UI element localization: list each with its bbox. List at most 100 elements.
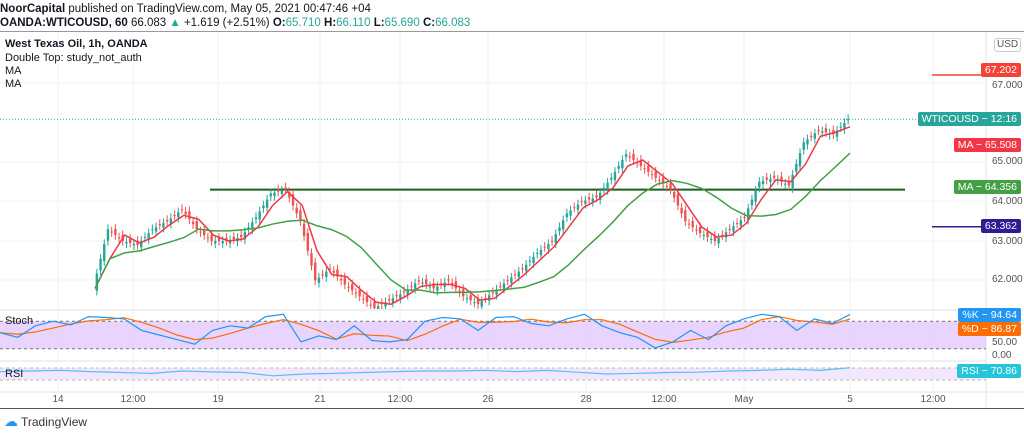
blue-level-tag: 63.362	[980, 219, 1021, 233]
time-tick: 19	[212, 394, 224, 405]
candle-body	[117, 237, 121, 239]
symbol: OANDA:WTICOUSD, 60	[0, 17, 128, 29]
candle-body	[365, 296, 369, 303]
candle-body	[254, 217, 258, 220]
candle-body	[598, 192, 602, 200]
candle-body	[835, 130, 839, 137]
candle-body	[273, 192, 276, 196]
stoch-d-line	[0, 315, 851, 343]
candle-body	[177, 212, 180, 218]
candle-body	[417, 280, 421, 282]
candle-body	[373, 302, 376, 309]
candle-body	[839, 126, 842, 128]
candle-body	[554, 234, 557, 244]
candle-body	[321, 274, 324, 276]
time-tick: 12:00	[651, 394, 677, 405]
candle-body	[569, 210, 572, 216]
price-tick: 62.000	[992, 274, 1023, 285]
candle-body	[291, 194, 295, 206]
candle-body	[591, 198, 594, 202]
change: +1.619 (+2.51%)	[183, 17, 270, 29]
candle-body	[673, 192, 676, 198]
candle-body	[391, 298, 395, 303]
candle-body	[165, 220, 169, 222]
time-tick: 14	[52, 394, 64, 405]
candle-body	[813, 133, 817, 139]
rsi-line	[0, 367, 851, 377]
rsi-band	[0, 368, 986, 380]
candle-body	[239, 234, 243, 238]
candle-body	[180, 209, 184, 211]
candle-body	[288, 192, 291, 198]
candle-body	[687, 223, 691, 225]
legend-study: Double Top: study_not_auth	[5, 52, 142, 64]
candle-body	[713, 235, 717, 241]
candle-body	[362, 298, 365, 300]
candle-body	[695, 229, 698, 231]
candle-body	[425, 279, 428, 285]
candle-body	[643, 168, 646, 170]
price-tick: 63.000	[992, 236, 1023, 247]
candle-body	[351, 284, 354, 291]
candle-body	[354, 292, 358, 294]
candle-body	[647, 165, 650, 172]
candle-body	[761, 180, 765, 185]
candle-body	[458, 290, 461, 293]
candle-body	[199, 231, 202, 233]
candle-body	[114, 228, 117, 236]
candle-body	[217, 237, 221, 241]
candle-body	[728, 228, 731, 230]
chart-frame[interactable]	[0, 31, 1024, 409]
candle-body	[780, 176, 783, 182]
candle-body	[680, 207, 683, 214]
rsi-tag: RSI − 70.86	[957, 364, 1021, 378]
candle-body	[772, 175, 776, 178]
candle-body	[106, 229, 110, 241]
candle-body	[654, 171, 657, 178]
candle-body	[617, 165, 620, 169]
candle-body	[717, 238, 720, 244]
candle-body	[306, 232, 310, 251]
candle-body	[821, 131, 824, 133]
candle-body	[314, 262, 317, 281]
price-tick: 65.000	[992, 156, 1023, 167]
candle-body	[358, 290, 361, 297]
candle-body	[450, 282, 454, 285]
candle-body	[476, 299, 480, 305]
candle-body	[632, 153, 635, 161]
legend-ma-fast: MA	[5, 65, 22, 77]
red-level-tag: 67.202	[980, 63, 1021, 77]
candle-body	[521, 268, 524, 270]
tradingview-logo[interactable]: ☁ TradingView	[4, 413, 87, 430]
price-pane	[0, 74, 986, 309]
stoch-band	[0, 321, 986, 349]
candle-body	[388, 299, 391, 301]
candle-body	[395, 295, 398, 297]
candle-body	[95, 273, 99, 291]
candle-body	[795, 163, 798, 172]
stoch-k-line	[0, 313, 851, 349]
candle-body	[621, 160, 624, 169]
candle-body	[624, 154, 628, 157]
price-tick: 67.000	[992, 80, 1023, 91]
currency-button[interactable]: USD	[994, 38, 1022, 52]
candle-body	[628, 156, 631, 158]
candle-body	[750, 199, 754, 206]
candle-body	[469, 295, 472, 301]
candle-body	[573, 207, 576, 209]
candle-body	[809, 136, 813, 138]
candle-body	[536, 252, 539, 254]
cloud-icon: ☁	[4, 413, 18, 429]
time-tick: May	[734, 394, 754, 405]
candle-body	[806, 139, 809, 145]
candle-body	[384, 302, 387, 307]
candle-body	[317, 277, 321, 283]
publish-info: NoorCapital published on TradingView.com…	[0, 3, 371, 15]
candle-body	[817, 130, 820, 132]
candle-body	[195, 221, 198, 230]
candle-body	[262, 205, 265, 209]
candle-body	[550, 240, 554, 242]
candle-body	[173, 215, 176, 217]
candle-body	[791, 174, 794, 189]
